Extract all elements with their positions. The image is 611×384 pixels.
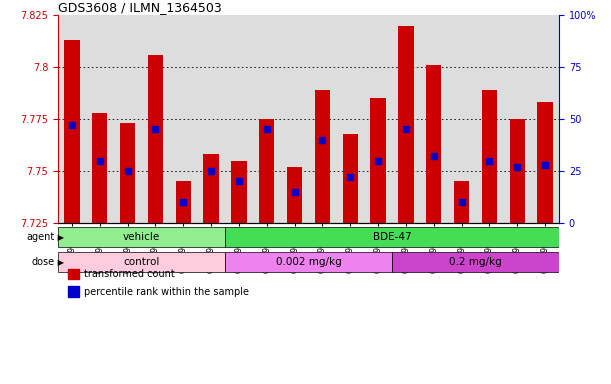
Bar [64,40,79,223]
Point [123,168,133,174]
Point [207,168,216,174]
Bar [92,113,108,223]
Bar [343,134,358,223]
Bar [259,119,274,223]
Point [457,199,467,205]
Bar [225,252,392,272]
Point [485,157,494,164]
Point [178,199,188,205]
Text: 0.2 mg/kg: 0.2 mg/kg [449,257,502,267]
Text: ▶: ▶ [55,258,64,266]
Point [290,189,299,195]
Bar [68,269,79,280]
Point [345,174,355,180]
Bar [232,161,247,223]
Point [429,153,439,159]
Bar [120,123,135,223]
Text: vehicle: vehicle [123,232,160,242]
Bar [398,26,414,223]
Bar [58,227,225,247]
Bar [225,227,559,247]
Point [262,126,272,132]
Text: control: control [123,257,159,267]
Point [150,126,160,132]
Point [234,178,244,184]
Bar [454,181,469,223]
Bar [370,98,386,223]
Bar [315,90,330,223]
Text: ▶: ▶ [55,233,64,242]
Text: BDE-47: BDE-47 [373,232,411,242]
Point [513,164,522,170]
Bar [203,154,219,223]
Bar [510,119,525,223]
Text: dose: dose [32,257,55,267]
Text: GDS3608 / ILMN_1364503: GDS3608 / ILMN_1364503 [58,1,222,14]
Bar [426,65,442,223]
Bar [68,286,79,297]
Point [95,157,104,164]
Bar [148,55,163,223]
Point [540,162,550,168]
Text: agent: agent [27,232,55,242]
Bar [58,252,225,272]
Text: 0.002 mg/kg: 0.002 mg/kg [276,257,342,267]
Bar [392,252,559,272]
Point [318,137,327,143]
Text: transformed count: transformed count [84,269,175,279]
Point [67,122,77,128]
Text: percentile rank within the sample: percentile rank within the sample [84,286,249,296]
Point [401,126,411,132]
Bar [538,103,553,223]
Bar [287,167,302,223]
Point [373,157,383,164]
Bar [482,90,497,223]
Bar [175,181,191,223]
